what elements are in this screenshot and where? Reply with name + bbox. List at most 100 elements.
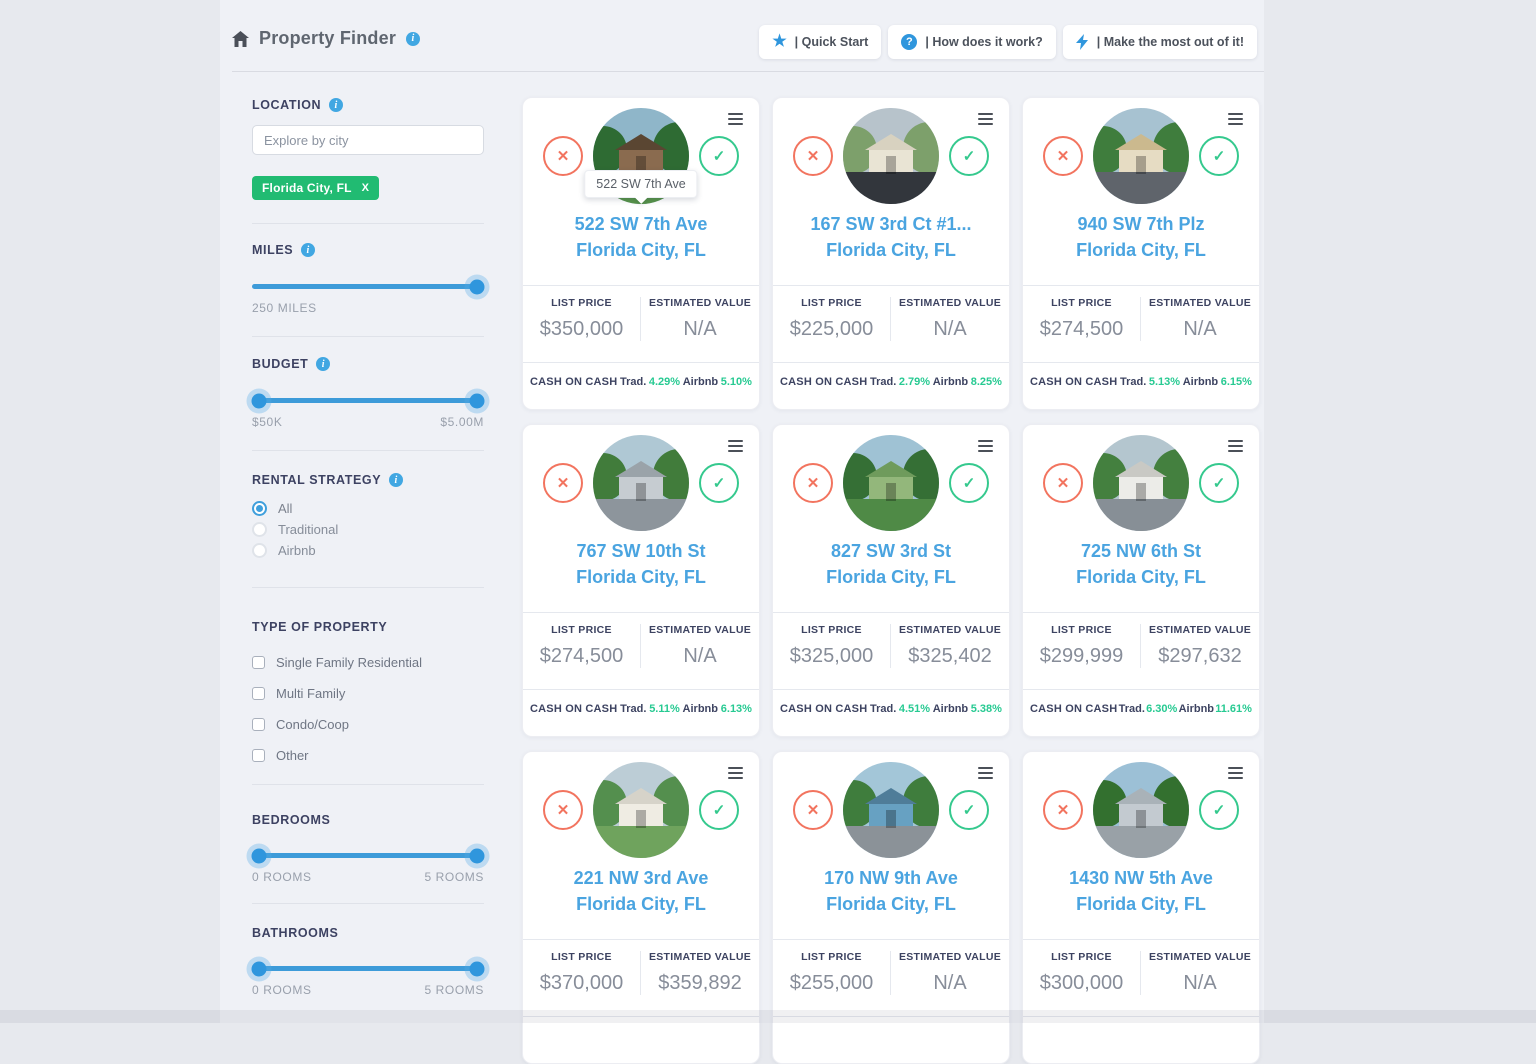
reject-button[interactable]: ✕ [1043,790,1083,830]
property-card: ✕ ✓ 940 SW 7th Plz Florida City, FL [1022,97,1260,410]
info-icon[interactable]: i [406,32,420,46]
bathrooms-min-handle[interactable] [251,961,266,976]
property-city[interactable]: Florida City, FL [523,237,759,263]
miles-slider[interactable] [252,284,484,289]
property-city[interactable]: Florida City, FL [523,891,759,917]
make-the-most-button[interactable]: | Make the most out of it! [1063,25,1257,59]
property-address[interactable]: 827 SW 3rd St [773,538,1009,564]
property-photo[interactable] [1093,762,1189,858]
info-icon[interactable]: i [316,357,330,371]
property-address[interactable]: 522 SW 7th Ave [523,211,759,237]
list-price-label: LIST PRICE [773,951,890,963]
reject-button[interactable]: ✕ [793,136,833,176]
property-photo[interactable] [1093,108,1189,204]
list-price-label: LIST PRICE [773,624,890,636]
checkbox-multi-family[interactable]: Multi Family [252,678,484,709]
property-card: ✕ ✓ 522 SW 7th Ave [522,97,760,410]
property-address[interactable]: 221 NW 3rd Ave [523,865,759,891]
reject-button[interactable]: ✕ [543,136,583,176]
miles-slider-handle[interactable] [470,279,485,294]
property-photo[interactable] [593,762,689,858]
location-label: LOCATION i [252,98,484,112]
estimated-value-label: ESTIMATED VALUE [1141,297,1259,309]
traditional-label: Trad. [620,703,646,715]
miles-value: 250 MILES [252,301,484,315]
list-price-label: LIST PRICE [773,297,890,309]
budget-slider[interactable] [252,398,484,403]
bedrooms-min-handle[interactable] [251,848,266,863]
property-address[interactable]: 767 SW 10th St [523,538,759,564]
budget-max-handle[interactable] [470,393,485,408]
property-photo[interactable] [843,108,939,204]
selected-city-tag[interactable]: Florida City, FL X [252,176,379,200]
accept-button[interactable]: ✓ [949,136,989,176]
miles-label: MILES i [252,243,484,257]
checkbox-single-family[interactable]: Single Family Residential [252,647,484,678]
accept-button[interactable]: ✓ [699,790,739,830]
quick-start-button[interactable]: ★ | Quick Start [759,25,881,59]
city-search-input[interactable] [252,125,484,155]
bedrooms-range: 0 ROOMS 5 ROOMS [252,870,484,884]
property-address[interactable]: 1430 NW 5th Ave [1023,865,1259,891]
info-icon[interactable]: i [301,243,315,257]
reject-button[interactable]: ✕ [1043,463,1083,503]
estimated-value-value: N/A [641,318,759,341]
reject-button[interactable]: ✕ [793,790,833,830]
accept-button[interactable]: ✓ [1199,790,1239,830]
info-icon[interactable]: i [389,473,403,487]
bathrooms-slider[interactable] [252,966,484,971]
cash-on-cash-label: CASH ON CASH [1030,703,1117,715]
bathrooms-range: 0 ROOMS 5 ROOMS [252,983,484,997]
property-address[interactable]: 725 NW 6th St [1023,538,1259,564]
accept-button[interactable]: ✓ [949,790,989,830]
horizontal-scrollbar[interactable] [0,1010,1536,1023]
reject-button[interactable]: ✕ [543,463,583,503]
property-photo[interactable] [593,435,689,531]
bedrooms-max-handle[interactable] [470,848,485,863]
estimated-value-label: ESTIMATED VALUE [641,951,759,963]
radio-traditional[interactable]: Traditional [252,519,484,540]
property-city[interactable]: Florida City, FL [523,564,759,590]
property-address[interactable]: 940 SW 7th Plz [1023,211,1259,237]
info-icon[interactable]: i [329,98,343,112]
property-city[interactable]: Florida City, FL [773,237,1009,263]
bathrooms-max-handle[interactable] [470,961,485,976]
property-photo[interactable] [843,762,939,858]
accept-button[interactable]: ✓ [1199,463,1239,503]
checkbox-other[interactable]: Other [252,740,484,771]
how-does-it-work-button[interactable]: ? | How does it work? [888,25,1055,59]
property-photo[interactable] [843,435,939,531]
checkbox-icon [252,687,265,700]
airbnb-label: Airbnb [933,376,968,388]
property-address[interactable]: 167 SW 3rd Ct #1... [773,211,1009,237]
property-city[interactable]: Florida City, FL [1023,564,1259,590]
radio-all[interactable]: All [252,498,484,519]
property-photo[interactable] [1093,435,1189,531]
radio-airbnb[interactable]: Airbnb [252,540,484,561]
page-title: Property Finder i [232,28,420,49]
property-city[interactable]: Florida City, FL [1023,237,1259,263]
accept-button[interactable]: ✓ [699,136,739,176]
reject-button[interactable]: ✕ [793,463,833,503]
address-tooltip: 522 SW 7th Ave [584,170,697,198]
bedrooms-slider[interactable] [252,853,484,858]
checkbox-condo-coop[interactable]: Condo/Coop [252,709,484,740]
remove-city-icon[interactable]: X [362,182,370,194]
accept-button[interactable]: ✓ [699,463,739,503]
reject-button[interactable]: ✕ [1043,136,1083,176]
estimated-value-label: ESTIMATED VALUE [891,951,1009,963]
list-price-value: $274,500 [523,645,640,668]
property-city[interactable]: Florida City, FL [773,891,1009,917]
reject-button[interactable]: ✕ [543,790,583,830]
property-city[interactable]: Florida City, FL [773,564,1009,590]
traditional-label: Trad. [1120,376,1146,388]
accept-button[interactable]: ✓ [1199,136,1239,176]
accept-button[interactable]: ✓ [949,463,989,503]
property-city[interactable]: Florida City, FL [1023,891,1259,917]
budget-min-handle[interactable] [251,393,266,408]
property-address[interactable]: 170 NW 9th Ave [773,865,1009,891]
bolt-icon [1076,34,1089,50]
cash-on-cash-label: CASH ON CASH [530,703,617,715]
estimated-value-label: ESTIMATED VALUE [641,297,759,309]
divider [252,336,484,337]
